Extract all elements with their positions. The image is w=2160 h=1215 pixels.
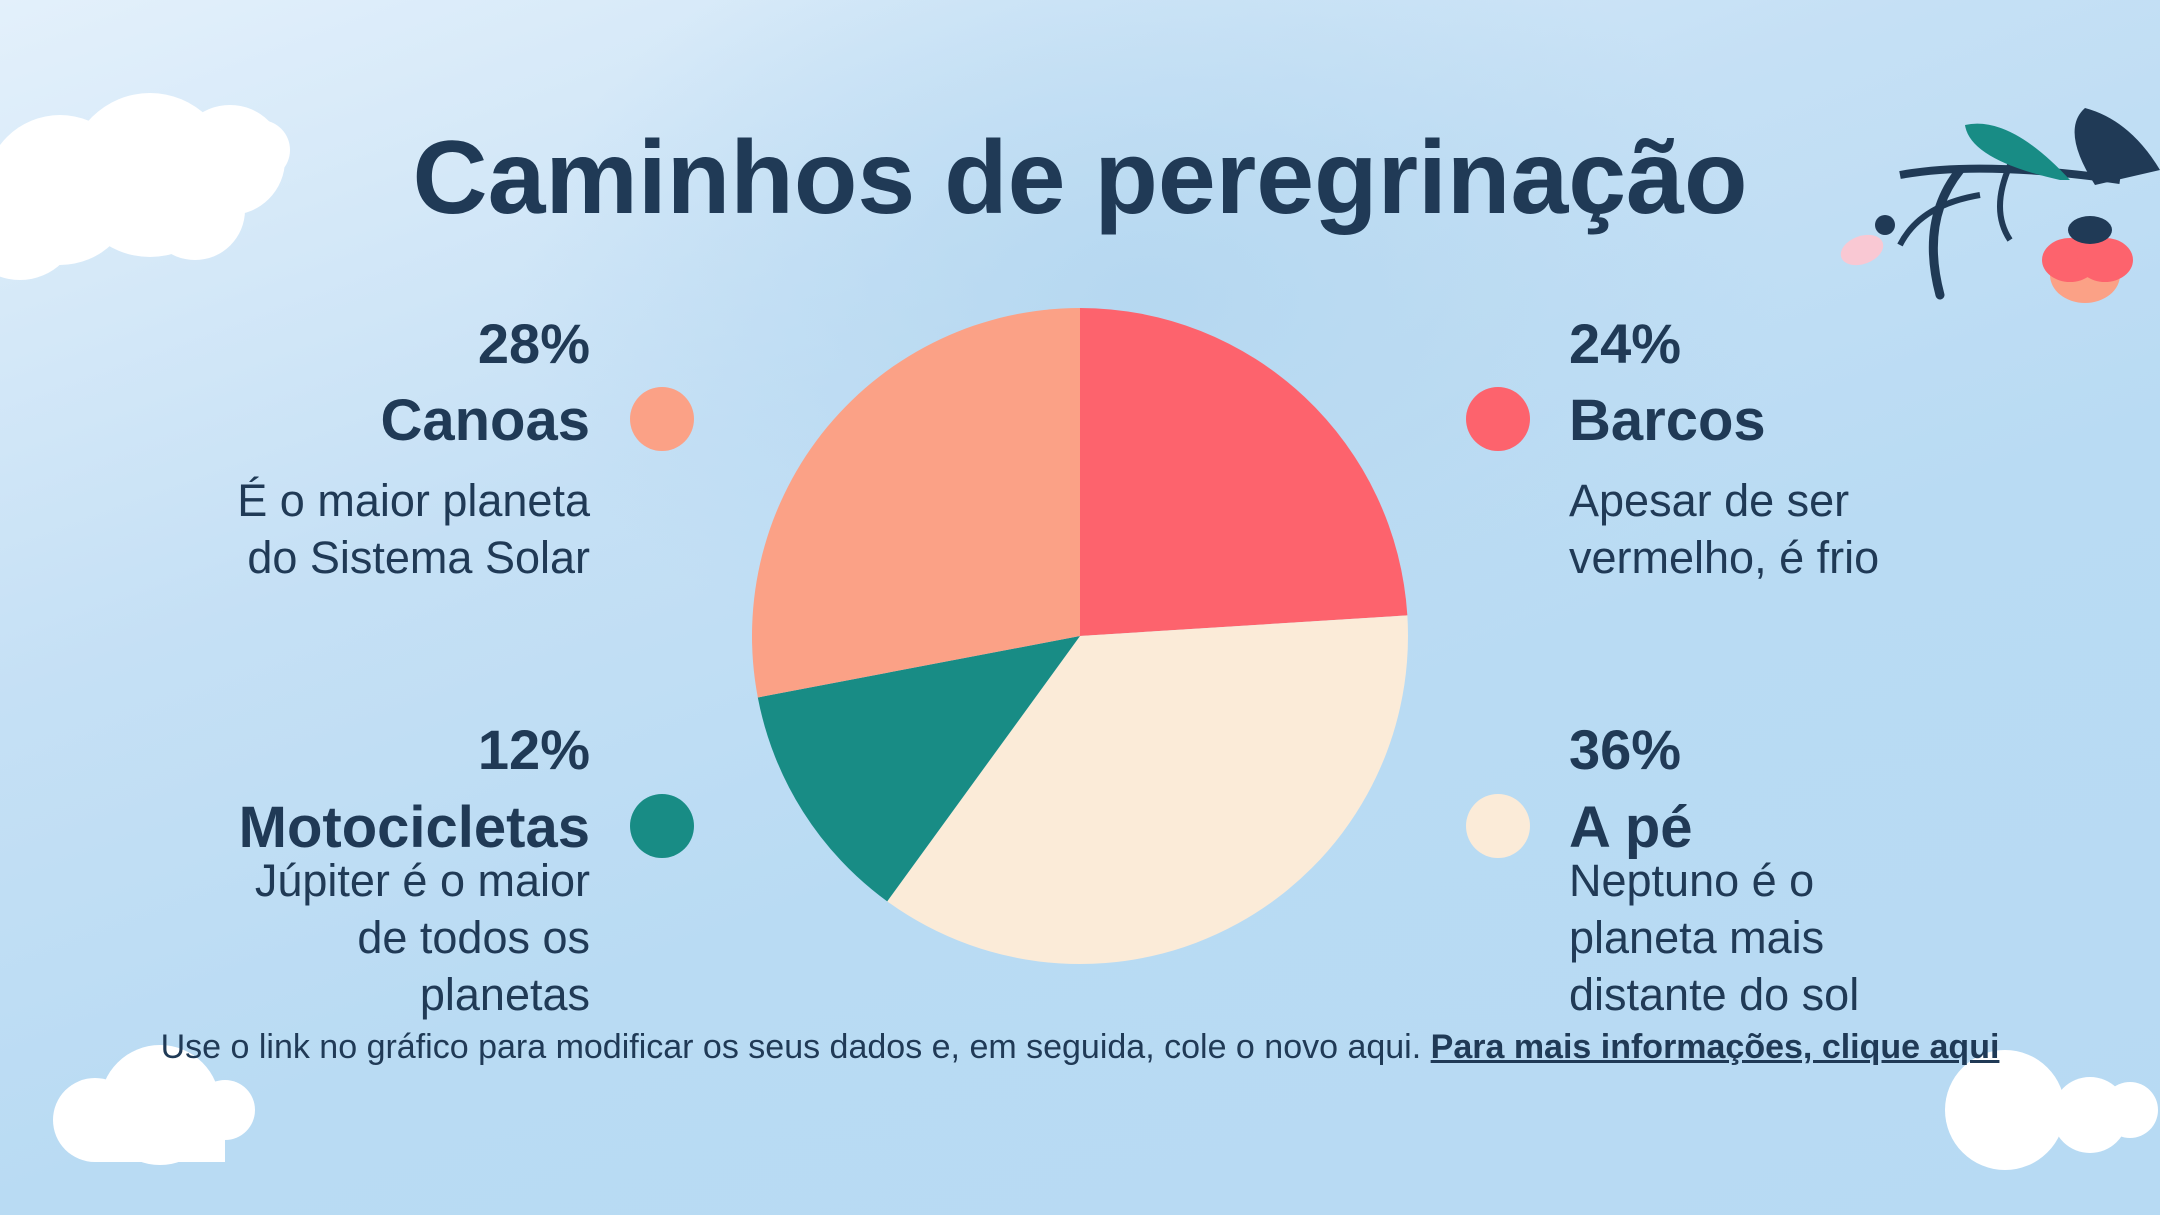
canoas-label: Canoas	[380, 388, 590, 453]
a-pe-label: A pé	[1569, 795, 1693, 860]
a-pe-description: Neptuno é o planeta mais distante do sol	[1569, 852, 1859, 1023]
cloud-bottom-left-icon	[53, 1045, 255, 1165]
motocicletas-description-line: de todos os	[357, 912, 590, 963]
a-pe-description-line: planeta mais	[1569, 912, 1825, 963]
barcos-legend-dot	[1466, 387, 1530, 451]
a-pe-legend-dot	[1466, 794, 1530, 858]
motocicletas-description-line: Júpiter é o maior	[254, 855, 590, 906]
pie-slice-canoas[interactable]	[752, 308, 1080, 698]
cloud-bottom-right-icon	[1945, 1050, 2158, 1170]
a-pe-description-line: Neptuno é o	[1569, 855, 1815, 906]
canoas-description-line: do Sistema Solar	[247, 532, 590, 583]
canoas-percent: 28%	[477, 312, 590, 375]
a-pe-description-line: distante do sol	[1569, 969, 1860, 1020]
cloud-top-left-icon	[0, 93, 290, 280]
motocicletas-label: Motocicletas	[238, 795, 590, 860]
pie-slice-a-pe[interactable]	[887, 615, 1408, 964]
more-info-link[interactable]: Para mais informações, clique aqui	[1430, 1028, 2000, 1066]
footer-note: Use o link no gráfico para modificar os …	[150, 1025, 2010, 1069]
barcos-label: Barcos	[1569, 388, 1766, 453]
footer-text: Use o link no gráfico para modificar os …	[160, 1028, 1431, 1066]
motocicletas-description-line: planetas	[419, 969, 590, 1020]
barcos-percent: 24%	[1569, 312, 1682, 375]
canoas-description-line: É o maior planeta	[237, 475, 590, 526]
motocicletas-legend-dot	[630, 794, 694, 858]
a-pe-percent: 36%	[1569, 718, 1682, 781]
canoas-description: É o maior planeta do Sistema Solar	[237, 472, 590, 586]
barcos-description-line: vermelho, é frio	[1569, 532, 1880, 583]
motocicletas-description: Júpiter é o maior de todos os planetas	[255, 852, 590, 1023]
pie-slice-motocicletas[interactable]	[757, 636, 1080, 902]
page-title: Caminhos de peregrinação	[412, 120, 1748, 236]
pie-slice-barcos[interactable]	[1080, 308, 1408, 636]
motocicletas-percent: 12%	[477, 718, 590, 781]
barcos-description: Apesar de ser vermelho, é frio	[1569, 472, 1879, 586]
barcos-description-line: Apesar de ser	[1569, 475, 1850, 526]
canoas-legend-dot	[630, 387, 694, 451]
flower-branch-icon	[1840, 108, 2160, 303]
pie-chart[interactable]	[750, 306, 1410, 966]
